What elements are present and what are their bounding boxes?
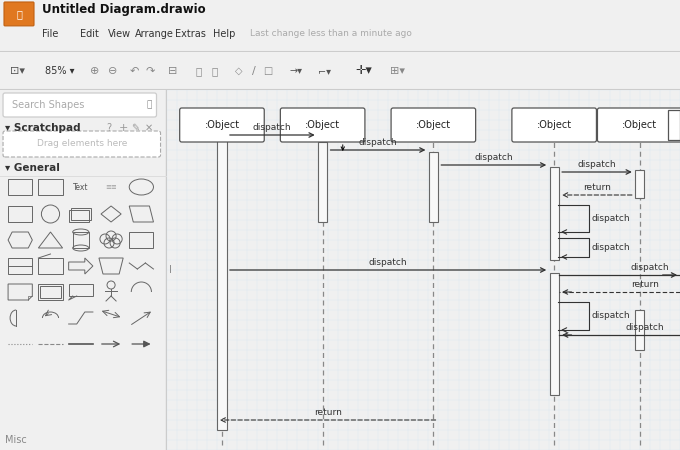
- Text: View: View: [108, 29, 131, 39]
- Bar: [635, 170, 644, 198]
- Text: ⧉: ⧉: [195, 66, 201, 76]
- Text: Last change less than a minute ago: Last change less than a minute ago: [250, 29, 412, 38]
- Bar: [73, 232, 89, 248]
- Bar: [71, 208, 91, 220]
- FancyBboxPatch shape: [3, 93, 156, 117]
- FancyBboxPatch shape: [391, 108, 475, 142]
- FancyBboxPatch shape: [512, 108, 596, 142]
- Bar: [549, 167, 559, 260]
- Text: Help: Help: [213, 29, 235, 39]
- Text: ?: ?: [106, 123, 111, 133]
- Text: ↶: ↶: [130, 66, 139, 76]
- Text: Misc: Misc: [5, 435, 27, 445]
- FancyBboxPatch shape: [4, 2, 34, 26]
- FancyBboxPatch shape: [598, 108, 680, 142]
- Text: ✛▾: ✛▾: [355, 64, 372, 77]
- Text: ▾ General: ▾ General: [5, 163, 60, 173]
- Text: Extras: Extras: [175, 29, 206, 39]
- FancyBboxPatch shape: [3, 131, 160, 157]
- Text: ✎: ✎: [131, 123, 139, 133]
- Bar: [318, 142, 327, 222]
- Text: ⊞▾: ⊞▾: [390, 66, 405, 76]
- Text: Drag elements here: Drag elements here: [37, 140, 127, 148]
- Text: 85% ▾: 85% ▾: [45, 66, 75, 76]
- Text: I: I: [169, 265, 171, 275]
- Bar: [549, 273, 559, 395]
- Text: ⧉: ⧉: [212, 66, 218, 76]
- Text: :Object: :Object: [205, 120, 239, 130]
- Text: Arrange: Arrange: [135, 29, 174, 39]
- Text: ↷: ↷: [146, 66, 155, 76]
- Text: ⬛: ⬛: [16, 9, 22, 19]
- Text: dispatch: dispatch: [630, 263, 669, 272]
- Text: Edit: Edit: [80, 29, 99, 39]
- Text: ▾ Scratchpad: ▾ Scratchpad: [5, 123, 81, 133]
- Text: dispatch: dispatch: [626, 323, 664, 332]
- Text: return: return: [313, 408, 341, 417]
- Text: /: /: [252, 66, 256, 76]
- Bar: [217, 132, 227, 430]
- FancyBboxPatch shape: [668, 110, 680, 140]
- Text: 🔍: 🔍: [147, 100, 152, 109]
- Text: Untitled Diagram.drawio: Untitled Diagram.drawio: [42, 4, 205, 17]
- Text: →▾: →▾: [290, 66, 303, 76]
- Bar: [8, 179, 33, 195]
- FancyBboxPatch shape: [280, 108, 365, 142]
- Text: dispatch: dispatch: [577, 160, 616, 169]
- Bar: [635, 310, 644, 350]
- Text: ✕: ✕: [144, 123, 152, 133]
- Text: :Object: :Object: [415, 120, 451, 130]
- Text: ≡≡: ≡≡: [105, 184, 117, 190]
- Text: +: +: [119, 123, 129, 133]
- Text: dispatch: dispatch: [369, 258, 407, 267]
- Bar: [69, 210, 89, 222]
- Bar: [38, 179, 63, 195]
- Text: Search Shapes: Search Shapes: [12, 100, 84, 110]
- Text: dispatch: dispatch: [475, 153, 513, 162]
- Bar: [8, 258, 33, 274]
- Bar: [38, 284, 63, 300]
- Text: dispatch: dispatch: [358, 138, 397, 147]
- Text: ◇: ◇: [235, 66, 243, 76]
- Text: return: return: [583, 183, 611, 192]
- Bar: [129, 232, 154, 248]
- Text: File: File: [42, 29, 58, 39]
- Text: □: □: [263, 66, 272, 76]
- Bar: [40, 286, 61, 298]
- Text: dispatch: dispatch: [592, 243, 630, 252]
- Bar: [8, 206, 33, 222]
- Text: return: return: [631, 280, 659, 289]
- Text: :Object: :Object: [622, 120, 658, 130]
- Text: :Object: :Object: [305, 120, 340, 130]
- FancyBboxPatch shape: [180, 108, 265, 142]
- Text: dispatch: dispatch: [253, 123, 292, 132]
- Bar: [429, 152, 438, 222]
- Text: ⊡▾: ⊡▾: [10, 66, 25, 76]
- Text: dispatch: dispatch: [592, 311, 630, 320]
- Text: ⊟: ⊟: [168, 66, 177, 76]
- Text: ⌐▾: ⌐▾: [318, 66, 331, 76]
- Text: ⊕: ⊕: [90, 66, 99, 76]
- Text: ⊖: ⊖: [108, 66, 118, 76]
- Text: Text: Text: [73, 183, 88, 192]
- Text: dispatch: dispatch: [592, 214, 630, 223]
- Text: :Object: :Object: [537, 120, 572, 130]
